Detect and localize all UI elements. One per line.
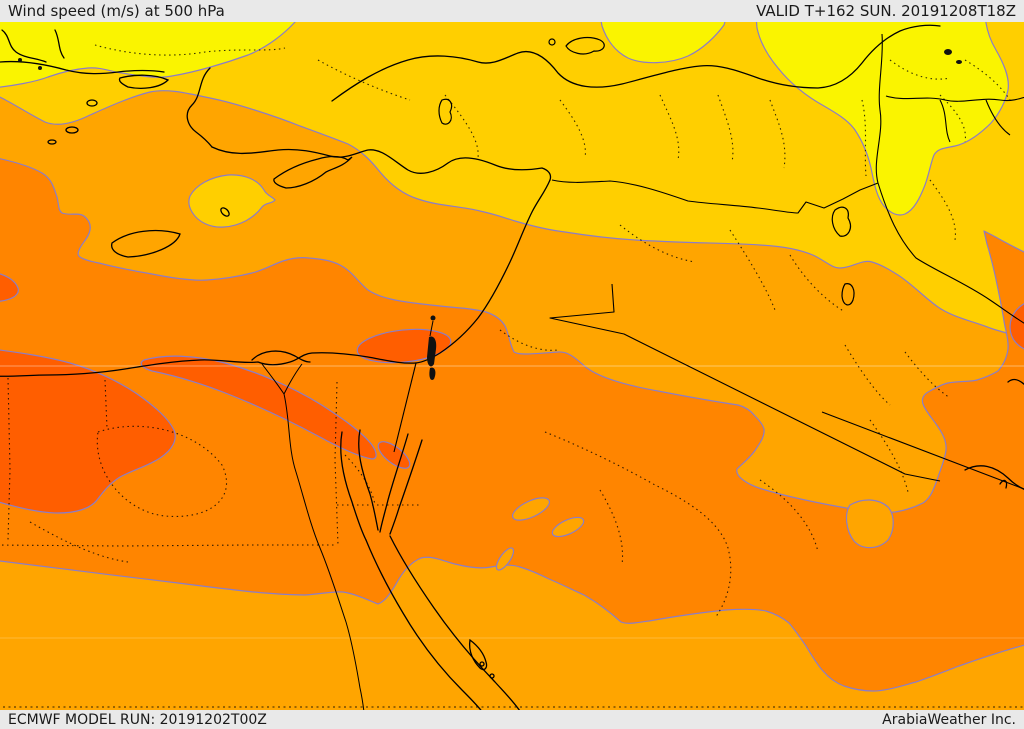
map-area [0,22,1024,710]
fill-amber-bottom [0,556,1024,710]
brand-label: ArabiaWeather Inc. [882,711,1016,728]
fill-gold-island-med [188,174,276,228]
region-fills [0,22,1024,710]
header-bar: Wind speed (m/s) at 500 hPa VALID T+162 … [0,0,1024,22]
valid-time-label: VALID T+162 SUN. 20191208T18Z [756,2,1016,20]
latitude-gridlines [0,365,1024,639]
rivers [261,320,434,710]
country-borders [393,33,1024,490]
fill-yellow-topright [755,22,1009,216]
model-run-label: ECMWF MODEL RUN: 20191202T00Z [8,711,267,728]
fill-darkorange-south [0,158,1024,710]
fill-yellow-topleft [0,22,296,88]
lakes [438,36,855,306]
coastlines [0,24,1024,710]
admin-boundaries-dotted [0,44,1024,708]
inland-water-fills [18,49,962,380]
map-title: Wind speed (m/s) at 500 hPa [8,2,225,20]
fill-gold-north [0,22,1024,339]
footer-bar: ECMWF MODEL RUN: 20191202T00Z ArabiaWeat… [0,710,1024,729]
fill-yellow-topmid [600,22,726,64]
fill-amber-islands [495,497,894,571]
wind-map-svg [0,22,1024,710]
